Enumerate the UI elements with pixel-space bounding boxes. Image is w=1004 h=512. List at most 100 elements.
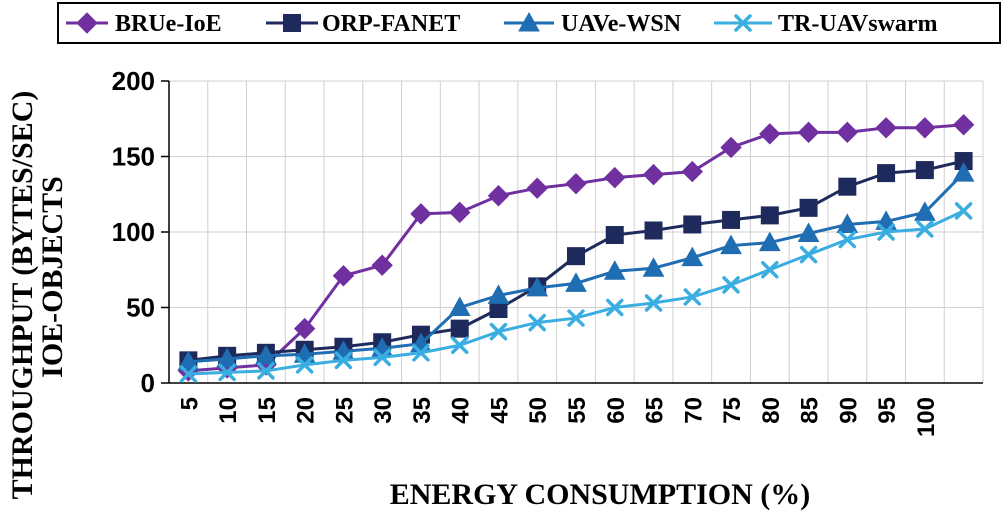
x-tick-label: 95 <box>874 397 901 424</box>
data-point <box>836 213 859 233</box>
legend-label: BRUe-IoE <box>115 11 222 37</box>
data-point <box>799 245 818 264</box>
x-tick-label: 15 <box>254 397 281 424</box>
data-point <box>448 296 471 316</box>
data-point <box>293 317 316 340</box>
x-tick-label: 50 <box>525 397 552 424</box>
data-point <box>644 221 663 240</box>
data-point <box>916 220 934 238</box>
legend-marker <box>76 12 98 34</box>
data-point <box>836 121 859 144</box>
data-point <box>567 247 585 266</box>
x-tick-label: 5 <box>176 397 203 410</box>
y-axis-title-line-2: IOE-OBJECTS <box>36 176 69 378</box>
data-point <box>683 215 702 234</box>
legend-label: ORP-FANET <box>322 11 460 37</box>
legend-marker <box>283 14 301 32</box>
data-point <box>681 160 703 183</box>
x-tick-label: 10 <box>215 397 242 424</box>
data-point <box>487 185 510 207</box>
legend-item: TR-UAVswarm <box>714 11 938 37</box>
x-tick-label: 45 <box>486 397 513 424</box>
x-tick-label: 60 <box>603 397 630 424</box>
x-tick-label: 75 <box>719 397 746 424</box>
data-point <box>450 319 469 338</box>
x-tick-label: 65 <box>642 397 669 424</box>
data-point <box>758 231 781 252</box>
data-point <box>722 210 741 229</box>
x-axis-title: ENERGY CONSUMPTION (%) <box>390 478 811 511</box>
data-point <box>606 298 624 317</box>
data-point <box>681 246 704 267</box>
x-tick-label: 85 <box>797 397 824 424</box>
series-tr-uavswarm <box>179 202 973 383</box>
data-point <box>332 265 355 287</box>
data-point <box>528 313 546 332</box>
data-point <box>257 362 275 380</box>
data-point <box>371 254 393 276</box>
legend-label: UAVe-WSN <box>561 11 682 37</box>
data-point <box>760 206 779 225</box>
x-tick-label: 55 <box>564 397 591 424</box>
data-point <box>644 294 663 312</box>
data-point <box>216 347 238 368</box>
data-point <box>603 260 626 280</box>
data-point <box>218 363 236 382</box>
data-point <box>412 344 430 362</box>
data-point <box>565 172 587 195</box>
x-tick-label: 80 <box>758 397 785 424</box>
y-tick-label: 150 <box>112 142 155 172</box>
data-point <box>487 284 510 304</box>
data-point <box>875 117 897 139</box>
data-point <box>642 257 665 277</box>
legend-marker <box>734 14 752 32</box>
axes <box>161 80 983 384</box>
x-tick-label: 40 <box>448 397 475 424</box>
x-tick-label: 25 <box>331 397 358 424</box>
data-point <box>450 336 469 354</box>
data-point <box>877 164 896 183</box>
legend-item: UAVe-WSN <box>504 11 682 37</box>
data-point <box>797 222 820 243</box>
data-point <box>952 114 975 136</box>
data-point <box>952 162 975 182</box>
legend-item: BRUe-IoE <box>66 11 222 37</box>
y-tick-label: 100 <box>112 217 155 247</box>
data-point <box>720 136 742 159</box>
y-axis-title-line-1: THROUGHPUT (BYTES/SEC) <box>6 91 39 500</box>
data-point <box>838 177 857 196</box>
data-point <box>914 117 936 139</box>
x-tick-label: 20 <box>293 397 320 424</box>
data-point <box>526 177 548 199</box>
data-point <box>720 234 742 255</box>
data-point <box>255 344 277 365</box>
y-tick-label: 200 <box>112 66 155 96</box>
data-point <box>605 226 624 245</box>
data-point <box>759 123 781 145</box>
gridlines <box>168 80 984 384</box>
x-tick-label: 70 <box>680 397 707 424</box>
y-tick-label: 50 <box>126 293 155 323</box>
data-point <box>373 348 391 367</box>
x-tick-label: 100 <box>913 397 940 437</box>
series-lines <box>177 114 975 383</box>
tick-labels: 0 50 100 150 200 5 10 15 20 25 30 35 40 45 50 55 60 65 70 7… <box>112 66 940 437</box>
data-point <box>877 223 895 241</box>
data-point <box>838 230 857 249</box>
legend-marker <box>518 11 540 32</box>
data-point <box>410 203 432 225</box>
data-point <box>604 166 626 189</box>
data-point <box>295 356 314 374</box>
data-point <box>565 272 587 292</box>
data-point <box>489 322 508 341</box>
data-point <box>567 309 585 327</box>
y-tick-label: 0 <box>141 368 155 398</box>
data-point <box>914 201 936 221</box>
data-point <box>642 163 665 186</box>
legend-item: ORP-FANET <box>266 11 460 37</box>
x-tick-label: 35 <box>409 397 436 424</box>
data-point <box>449 201 471 224</box>
legend-label: TR-UAVswarm <box>778 11 938 37</box>
